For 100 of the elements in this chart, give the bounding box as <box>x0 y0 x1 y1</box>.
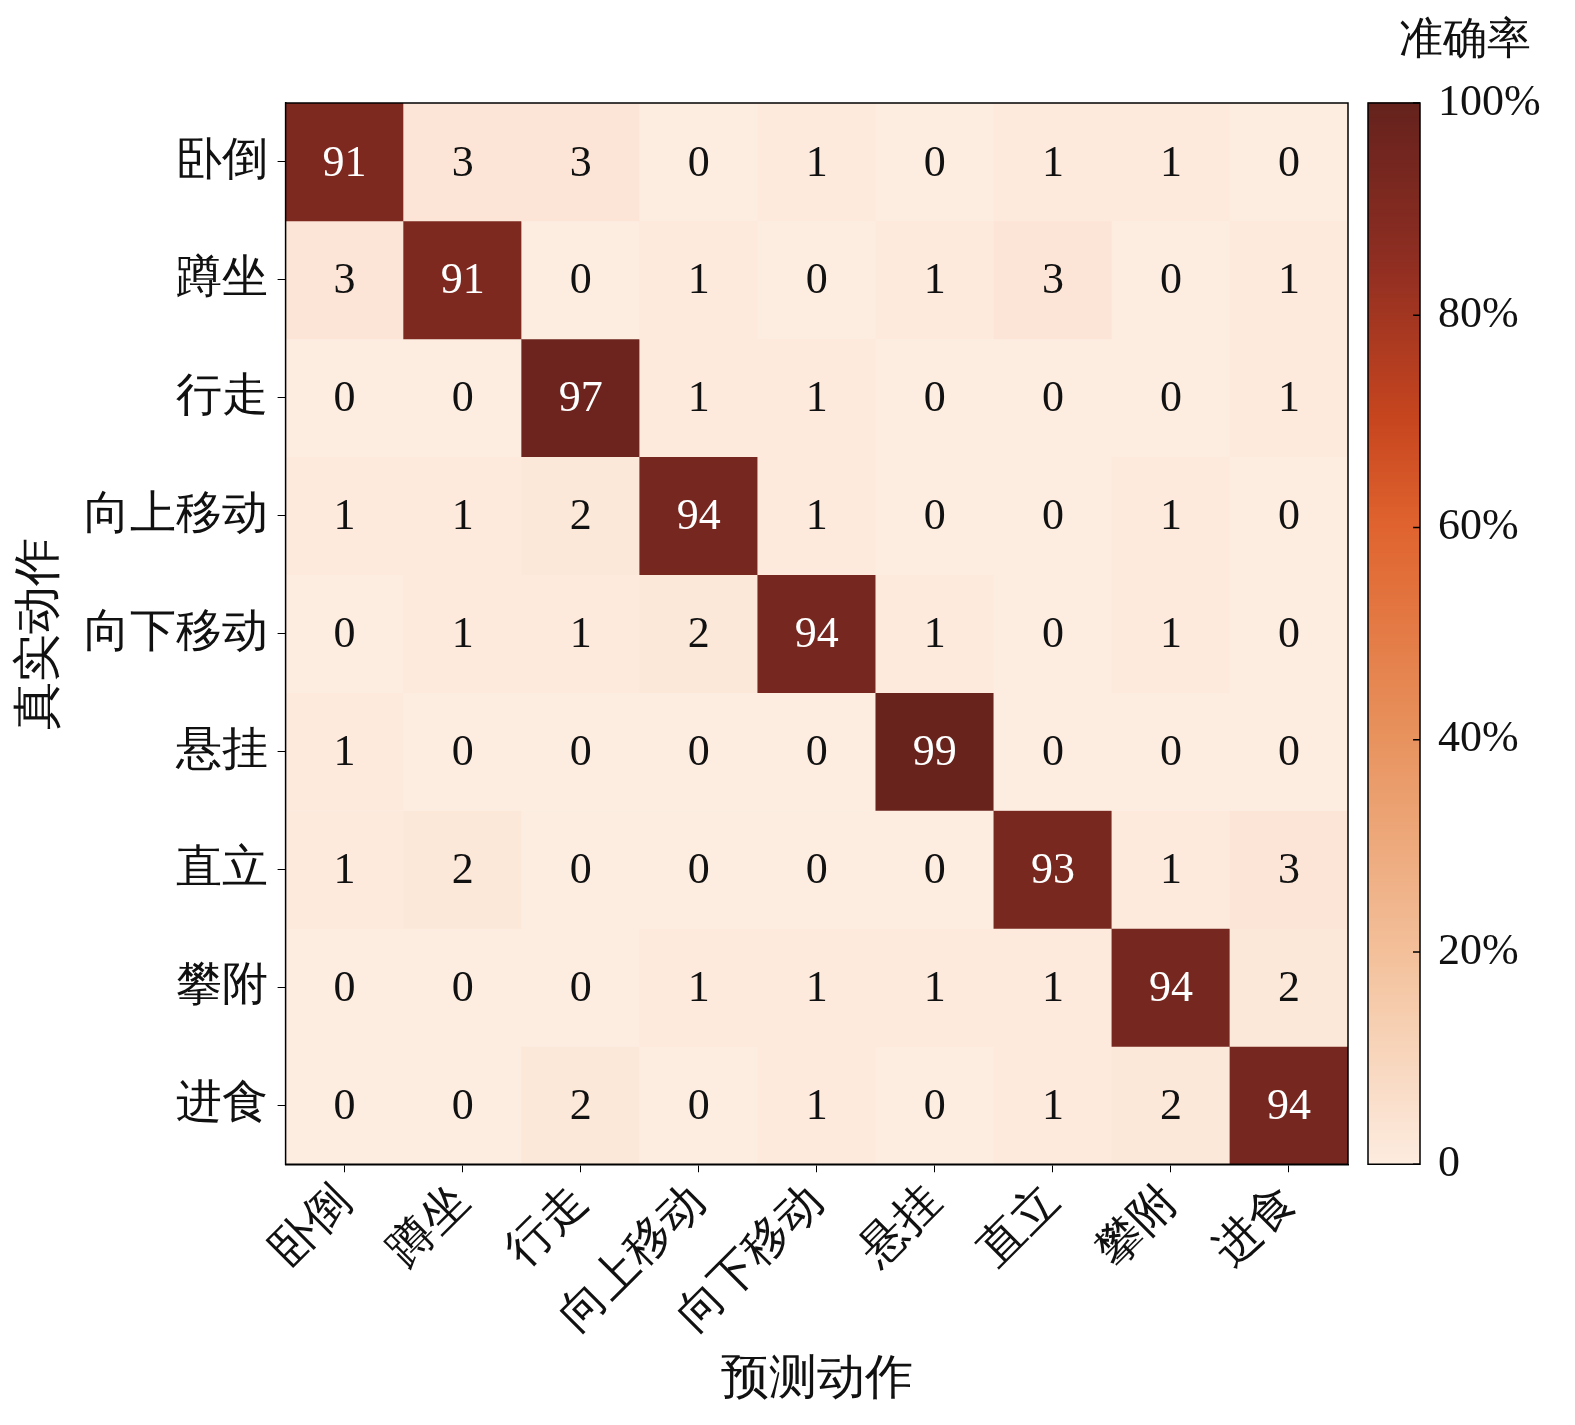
data-label: 0 <box>687 844 710 894</box>
y-tick-label: 直立 <box>175 840 268 892</box>
data-label: 0 <box>1041 608 1064 658</box>
data-label: 2 <box>1159 1079 1182 1129</box>
data-label: 1 <box>805 961 828 1011</box>
y-tick-label: 行走 <box>175 368 268 420</box>
data-label: 0 <box>569 961 592 1011</box>
data-label: 0 <box>333 1079 356 1129</box>
data-label: 2 <box>687 608 710 658</box>
data-label: 0 <box>805 726 828 776</box>
data-label: 1 <box>1159 844 1182 894</box>
data-label: 1 <box>687 372 710 422</box>
data-label: 1 <box>451 608 474 658</box>
data-label: 3 <box>569 136 592 186</box>
data-label: 0 <box>687 726 710 776</box>
data-label: 0 <box>333 961 356 1011</box>
data-label: 0 <box>1277 608 1300 658</box>
data-label: 0 <box>1041 490 1064 540</box>
data-label: 1 <box>1277 254 1300 304</box>
data-label: 0 <box>1159 254 1182 304</box>
y-tick-label: 进食 <box>175 1076 268 1128</box>
data-label: 0 <box>1277 490 1300 540</box>
y-axis-title: 真实动作 <box>10 537 64 730</box>
x-tick-label: 进食 <box>1203 1174 1305 1276</box>
data-label: 0 <box>923 1079 946 1129</box>
data-label: 1 <box>805 1079 828 1129</box>
color-bar-label: 100% <box>1438 75 1541 125</box>
data-label: 99 <box>912 726 957 776</box>
data-label: 1 <box>1159 608 1182 658</box>
data-label: 94 <box>794 608 839 658</box>
data-label: 0 <box>687 136 710 186</box>
data-label: 1 <box>923 961 946 1011</box>
data-label: 2 <box>569 490 592 540</box>
color-bar-label: 80% <box>1438 287 1519 337</box>
color-bar-label: 60% <box>1438 500 1519 550</box>
data-label: 1 <box>333 726 356 776</box>
data-label: 1 <box>687 961 710 1011</box>
x-axis-title: 预测动作 <box>720 1349 913 1403</box>
data-label: 1 <box>923 608 946 658</box>
x-tick-label: 卧倒 <box>259 1174 361 1276</box>
y-tick-label: 向上移动 <box>83 486 268 538</box>
y-tick-label: 卧倒 <box>175 133 268 185</box>
color-bar-title: 准确率 <box>1399 13 1531 63</box>
y-tick-label: 向下移动 <box>83 604 268 656</box>
data-label: 94 <box>1148 961 1193 1011</box>
data-label: 1 <box>1277 372 1300 422</box>
data-label: 3 <box>451 136 474 186</box>
color-bar-label: 40% <box>1438 712 1519 762</box>
data-label: 94 <box>1266 1079 1311 1129</box>
data-label: 0 <box>451 1079 474 1129</box>
data-label: 0 <box>569 726 592 776</box>
data-label: 0 <box>1277 136 1300 186</box>
color-bar-label: 20% <box>1438 924 1519 974</box>
data-label: 1 <box>1041 136 1064 186</box>
data-label: 0 <box>923 372 946 422</box>
data-label: 0 <box>333 372 356 422</box>
y-tick-label: 攀附 <box>175 958 268 1010</box>
data-label: 0 <box>923 844 946 894</box>
data-label: 2 <box>1277 961 1300 1011</box>
data-label: 1 <box>333 490 356 540</box>
data-label: 0 <box>451 961 474 1011</box>
y-tick-label: 悬挂 <box>174 722 268 774</box>
data-label: 0 <box>805 844 828 894</box>
data-label: 94 <box>676 490 721 540</box>
data-label: 0 <box>569 254 592 304</box>
data-label: 3 <box>1277 844 1300 894</box>
data-label: 3 <box>1041 254 1064 304</box>
data-label: 1 <box>805 490 828 540</box>
y-tick-label: 蹲坐 <box>175 250 268 302</box>
data-label: 0 <box>805 254 828 304</box>
data-label: 97 <box>558 372 603 422</box>
data-label: 1 <box>1159 136 1182 186</box>
data-label: 0 <box>333 608 356 658</box>
data-label: 0 <box>451 372 474 422</box>
data-label: 0 <box>1041 726 1064 776</box>
data-label: 0 <box>451 726 474 776</box>
data-label: 0 <box>923 490 946 540</box>
data-label: 2 <box>451 844 474 894</box>
data-label: 1 <box>451 490 474 540</box>
data-label: 0 <box>1041 372 1064 422</box>
x-tick-label: 悬挂 <box>848 1174 951 1277</box>
data-label: 2 <box>569 1079 592 1129</box>
data-label: 1 <box>687 254 710 304</box>
data-label: 0 <box>569 844 592 894</box>
x-tick-label: 蹲坐 <box>377 1174 479 1276</box>
data-label: 0 <box>1159 726 1182 776</box>
data-label: 1 <box>333 844 356 894</box>
x-tick-label: 攀附 <box>1085 1174 1187 1276</box>
data-label: 1 <box>1041 1079 1064 1129</box>
data-label: 91 <box>322 136 367 186</box>
data-label: 3 <box>333 254 356 304</box>
data-label: 93 <box>1030 844 1075 894</box>
data-label: 0 <box>1159 372 1182 422</box>
data-label: 1 <box>805 136 828 186</box>
data-label: 0 <box>687 1079 710 1129</box>
data-label: 1 <box>805 372 828 422</box>
x-tick-label: 直立 <box>967 1174 1069 1276</box>
data-label: 1 <box>569 608 592 658</box>
data-label: 91 <box>440 254 485 304</box>
data-label: 1 <box>1159 490 1182 540</box>
